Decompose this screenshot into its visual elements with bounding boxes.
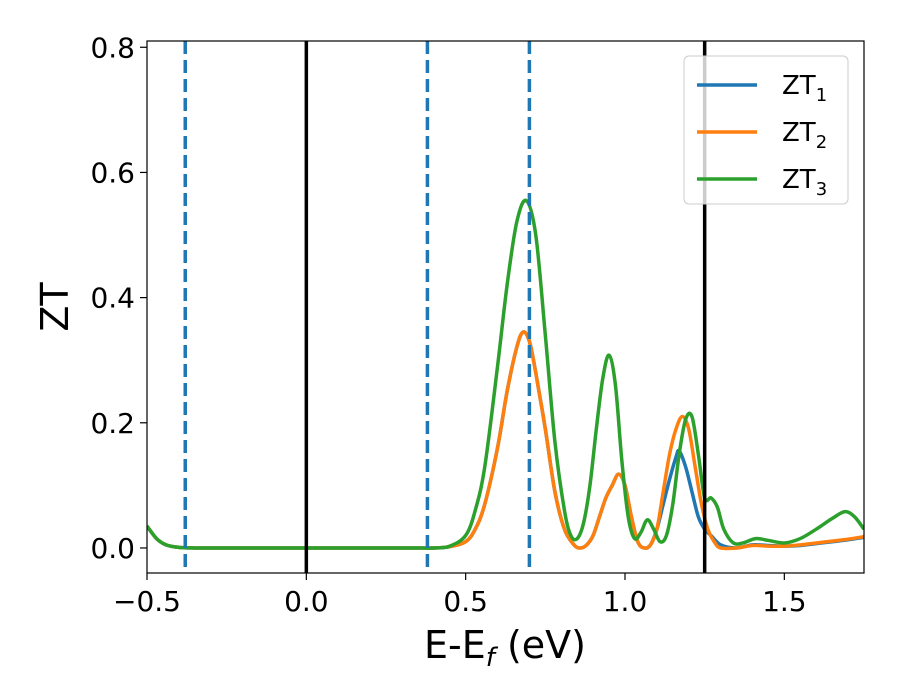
y-tick-label: 0.8: [90, 31, 135, 64]
x-axis-label: E-Ef (eV): [424, 623, 586, 673]
legend: ZT1 ZT2 ZT3: [683, 55, 849, 205]
series-line-zt3: [147, 198, 864, 550]
y-ticks: 0.0 0.2 0.4 0.6 0.8: [90, 31, 147, 565]
x-tick-label: 1.5: [762, 585, 807, 618]
legend-label-zt2: ZT2: [782, 118, 827, 153]
x-tick-label: −0.5: [113, 585, 181, 618]
y-tick-label: 0.4: [90, 282, 135, 315]
series-line-zt1: [147, 330, 864, 550]
y-tick-label: 0.0: [90, 532, 135, 565]
y-tick-label: 0.6: [90, 156, 135, 189]
x-tick-label: 1.0: [603, 585, 648, 618]
y-axis-label: ZT: [33, 282, 77, 332]
series-line-zt2: [147, 330, 864, 551]
legend-label-zt3: ZT3: [782, 165, 827, 200]
series-layer: [147, 198, 864, 551]
x-ticks: −0.5 0.0 0.5 1.0 1.5: [113, 573, 807, 618]
legend-box: [683, 55, 849, 205]
legend-label-zt1: ZT1: [782, 71, 827, 106]
plot-frame: [146, 40, 865, 574]
x-tick-label: 0.5: [443, 585, 488, 618]
y-tick-label: 0.2: [90, 407, 135, 440]
x-tick-label: 0.0: [284, 585, 329, 618]
